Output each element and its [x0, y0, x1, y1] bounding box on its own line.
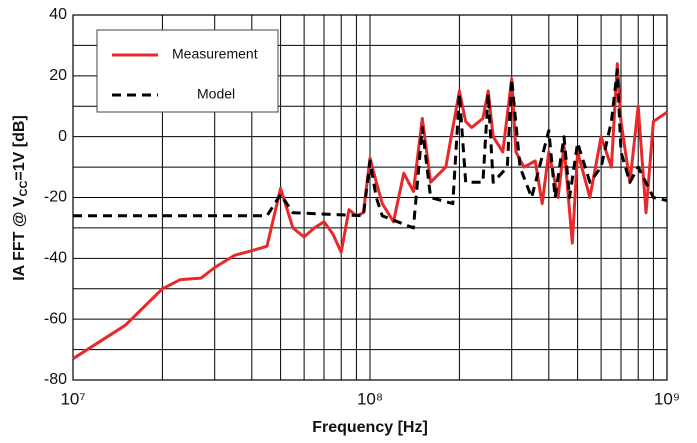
legend-box: [96, 29, 279, 113]
y-label-part: IA FFT @ V: [11, 196, 28, 281]
x-tick-label: 10⁹: [654, 389, 680, 408]
y-tick-label: -20: [44, 189, 67, 206]
y-tick-label: -40: [44, 250, 67, 267]
y-tick-label: 40: [49, 6, 67, 23]
legend-label: Measurement: [172, 46, 258, 62]
plot-frame: [72, 14, 668, 381]
series-line: [72, 62, 668, 360]
y-tick-label: 20: [49, 67, 67, 84]
x-axis-label: Frequency [Hz]: [312, 419, 428, 436]
y-label-sub: CC: [18, 181, 30, 197]
x-tick-label: 10⁷: [60, 389, 85, 408]
y-tick-label: -60: [44, 310, 67, 327]
y-axis-label: IA FFT @ VCC=1V [dB]: [11, 115, 30, 281]
y-tick-label: -80: [44, 371, 67, 388]
y-tick-label: 0: [58, 128, 67, 145]
legend-label: Model: [197, 86, 235, 102]
series-line: [73, 68, 668, 230]
y-label-part: =1V [dB]: [11, 115, 28, 180]
x-tick-label: 10⁸: [357, 389, 383, 408]
